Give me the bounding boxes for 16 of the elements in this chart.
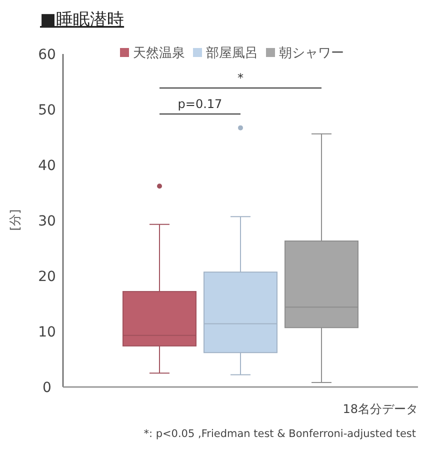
annotation: *: p<0.05 ,Friedman test & Bonferroni-adjusted test — [144, 428, 416, 440]
ylabel: [分] — [8, 209, 22, 231]
ytick: 60 — [38, 47, 56, 63]
ytick: 40 — [38, 158, 56, 174]
legend-label: 部屋風呂 — [206, 46, 258, 61]
ytick: 30 — [38, 214, 56, 230]
legend-label: 朝シャワー — [279, 46, 344, 61]
legend-label: 天然温泉 — [133, 46, 185, 61]
ytick: 0 — [42, 380, 52, 396]
annotation: p=0.17 — [178, 96, 222, 111]
ytick: 10 — [38, 324, 56, 340]
ytick: 20 — [38, 269, 56, 285]
annotation: * — [238, 70, 244, 85]
annotation: 18名分データ — [342, 402, 418, 416]
title: ■睡眠潜時 — [40, 10, 124, 30]
ytick: 50 — [38, 102, 56, 118]
